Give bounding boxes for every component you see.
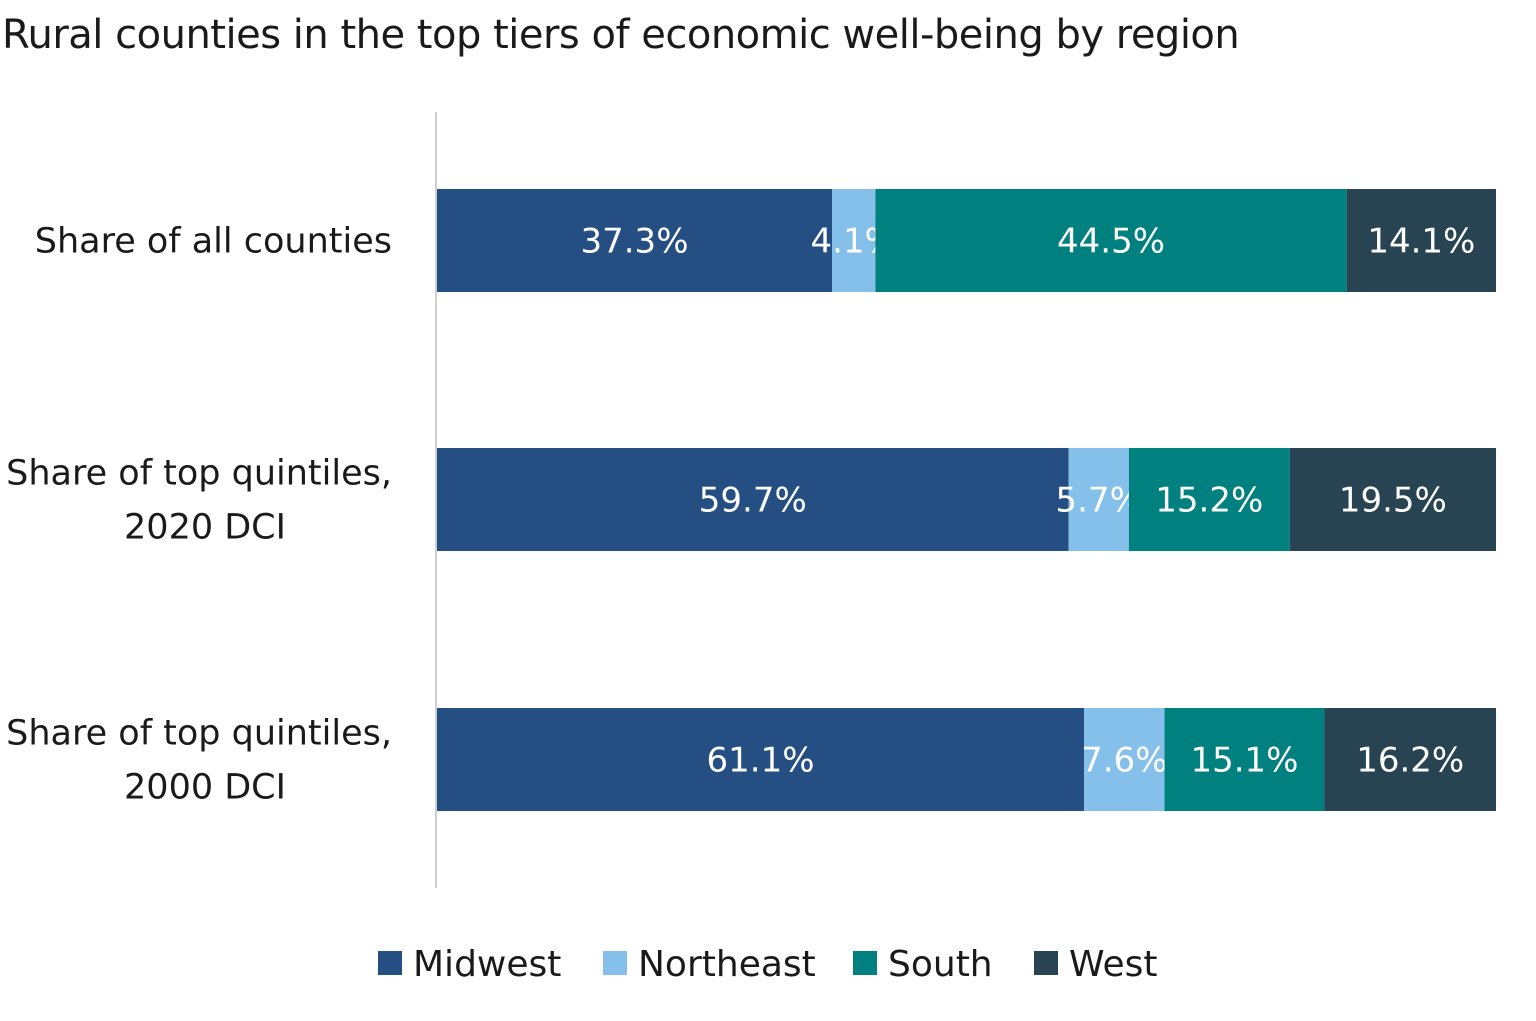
legend-swatch-west xyxy=(1034,951,1058,975)
bar-segment-midwest xyxy=(437,448,1069,551)
bar-segment-west xyxy=(1324,708,1496,811)
legend-swatch-midwest xyxy=(378,951,402,975)
category-label: Share of top quintiles, xyxy=(6,454,392,494)
chart-title: Rural counties in the top tiers of econo… xyxy=(2,12,1240,58)
data-label: 59.7% xyxy=(699,481,807,521)
category-label: Share of top quintiles, xyxy=(6,714,392,754)
bar-segment-west xyxy=(1346,189,1496,292)
legend-swatch-south xyxy=(853,951,877,975)
data-label: 37.3% xyxy=(580,222,688,262)
category-label: 2020 DCI xyxy=(124,508,286,548)
data-label: 7.6% xyxy=(1081,741,1167,781)
bar-segment-northeast xyxy=(832,189,876,292)
data-label: 14.1% xyxy=(1367,222,1475,262)
bar-segment-west xyxy=(1289,448,1496,551)
data-label: 15.2% xyxy=(1155,481,1263,521)
data-label: 44.5% xyxy=(1057,222,1165,262)
legend-swatch-northeast xyxy=(603,951,627,975)
legend-label: West xyxy=(1069,944,1158,985)
legend-label: Midwest xyxy=(413,944,561,985)
data-label: 61.1% xyxy=(707,741,815,781)
bar-segment-south xyxy=(1128,448,1290,551)
data-label: 15.1% xyxy=(1190,741,1298,781)
bar-segment-northeast xyxy=(1068,448,1129,551)
bar-segment-northeast xyxy=(1084,708,1165,811)
bar-segment-south xyxy=(1164,708,1325,811)
legend-label: Northeast xyxy=(638,944,816,985)
category-label: Share of all counties xyxy=(35,222,392,262)
data-label: 5.7% xyxy=(1056,481,1142,521)
data-label: 19.5% xyxy=(1339,481,1447,521)
category-label: 2000 DCI xyxy=(124,768,286,808)
bar-segment-midwest xyxy=(437,189,833,292)
legend-label: South xyxy=(888,944,993,985)
data-label: 16.2% xyxy=(1356,741,1464,781)
bar-segment-south xyxy=(875,189,1347,292)
bar-segment-midwest xyxy=(437,708,1085,811)
